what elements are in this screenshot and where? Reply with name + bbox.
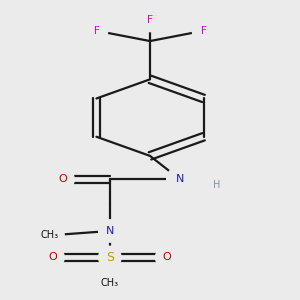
Circle shape — [167, 166, 194, 193]
Text: H: H — [213, 180, 220, 190]
Circle shape — [35, 221, 64, 250]
Circle shape — [95, 268, 124, 297]
Text: N: N — [176, 174, 184, 184]
Circle shape — [52, 168, 74, 190]
Text: O: O — [49, 253, 57, 262]
Text: O: O — [162, 253, 171, 262]
Circle shape — [139, 9, 161, 32]
Text: N: N — [106, 226, 114, 236]
Circle shape — [155, 246, 178, 269]
Text: O: O — [58, 174, 68, 184]
Text: CH₃: CH₃ — [40, 230, 59, 240]
Circle shape — [85, 20, 108, 42]
Text: F: F — [94, 26, 99, 36]
Text: S: S — [106, 251, 114, 264]
Circle shape — [42, 246, 64, 269]
Text: CH₃: CH₃ — [101, 278, 119, 287]
Text: F: F — [147, 15, 153, 26]
Circle shape — [192, 20, 215, 42]
Circle shape — [99, 246, 121, 269]
Text: F: F — [201, 26, 206, 36]
Circle shape — [99, 220, 121, 242]
